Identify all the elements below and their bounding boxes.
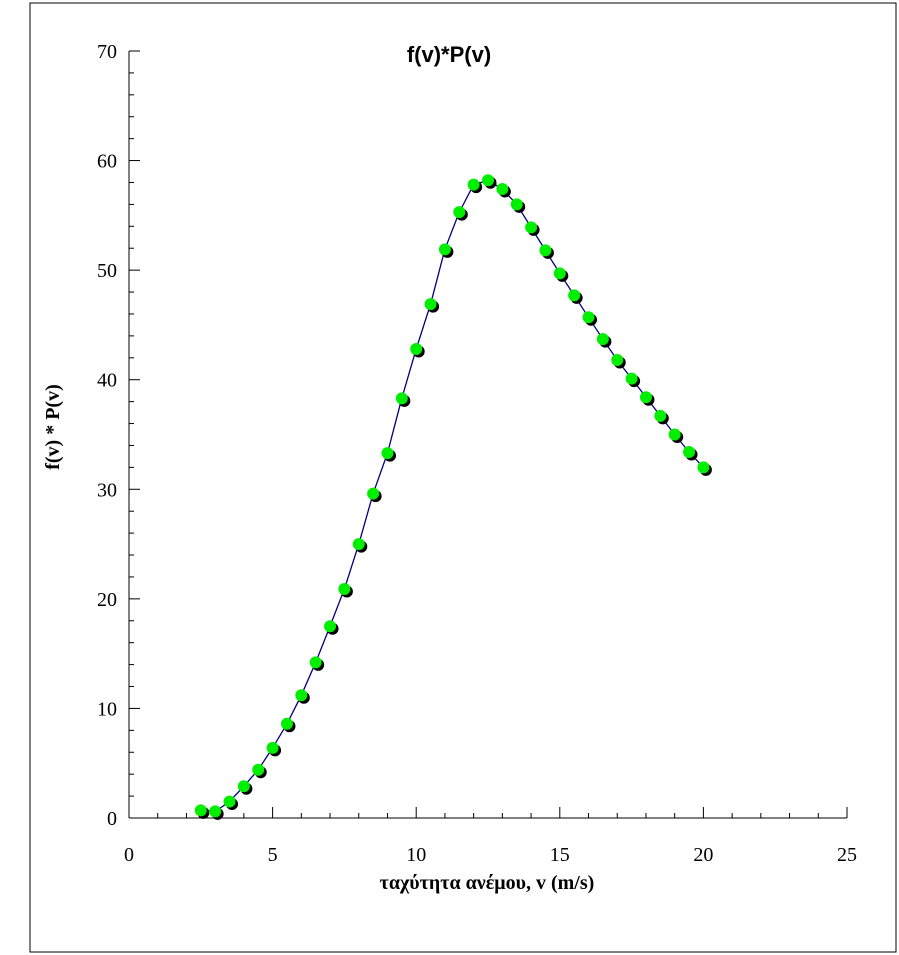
data-point-marker	[424, 298, 437, 311]
data-markers	[194, 174, 712, 820]
data-point-marker	[668, 428, 681, 441]
data-point-marker	[525, 221, 538, 234]
data-point	[266, 741, 282, 757]
y-axis-title: f(v) * P(v)	[42, 384, 64, 470]
data-point	[582, 311, 598, 326]
data-point-marker	[395, 392, 408, 405]
data-point-marker	[568, 289, 581, 302]
data-point	[683, 446, 698, 461]
data-point	[381, 447, 396, 462]
data-point	[223, 795, 239, 811]
data-point	[194, 804, 210, 819]
data-point-marker	[280, 717, 293, 730]
data-point	[252, 763, 267, 779]
x-axis-title: ταχύτητα ανέμου, v (m/s)	[380, 872, 595, 894]
y-tick-label: 60	[97, 151, 117, 173]
data-point-marker	[453, 206, 466, 219]
data-point-marker	[209, 805, 222, 818]
y-tick-label: 0	[107, 808, 117, 830]
data-point-marker	[496, 183, 509, 196]
data-point-marker	[352, 538, 365, 551]
x-tick-label: 10	[406, 844, 426, 866]
data-point	[367, 487, 382, 503]
data-point-marker	[611, 353, 624, 366]
data-point-marker	[324, 620, 337, 633]
data-point	[553, 267, 569, 282]
data-point	[467, 178, 483, 194]
data-point	[525, 221, 540, 236]
data-point-marker	[482, 174, 494, 187]
data-point	[453, 206, 468, 221]
data-point	[324, 620, 339, 635]
y-tick-label: 30	[97, 479, 117, 501]
data-point-marker	[539, 244, 552, 257]
x-tick-label: 15	[550, 844, 570, 866]
data-point-marker	[467, 178, 480, 191]
data-point-marker	[338, 582, 351, 595]
data-point-marker	[639, 391, 652, 404]
data-point-marker	[510, 198, 523, 211]
x-tick-label: 20	[693, 844, 713, 866]
x-tick-label: 5	[268, 844, 278, 866]
data-point	[309, 656, 325, 671]
data-point-marker	[438, 243, 451, 256]
data-point-marker	[654, 409, 667, 422]
data-point-marker	[553, 267, 566, 280]
data-point-marker	[194, 804, 207, 817]
data-point	[654, 409, 669, 425]
data-point-marker	[683, 446, 696, 459]
data-point-marker	[582, 311, 595, 324]
data-point	[611, 353, 626, 369]
data-point	[438, 243, 454, 258]
data-point	[668, 428, 684, 443]
data-point-marker	[252, 763, 265, 776]
x-tick-label: 25	[837, 844, 857, 866]
data-point	[510, 198, 526, 213]
data-point-marker	[309, 656, 322, 669]
data-point	[539, 244, 554, 259]
data-point-marker	[697, 461, 710, 474]
data-point	[237, 780, 253, 795]
data-point	[482, 174, 497, 189]
y-tick-label: 20	[97, 589, 117, 611]
data-point	[596, 333, 612, 348]
data-point	[295, 689, 310, 704]
data-point	[352, 538, 368, 553]
chart-border	[29, 2, 897, 953]
data-point-marker	[266, 741, 279, 754]
data-point-marker	[237, 780, 250, 793]
y-tick-label: 40	[97, 370, 117, 392]
data-point	[410, 343, 425, 358]
y-tick-label: 10	[97, 698, 117, 720]
data-point	[338, 582, 353, 598]
data-point	[639, 391, 655, 406]
data-point	[697, 461, 712, 476]
data-point-marker	[410, 343, 423, 356]
data-point-marker	[596, 333, 609, 346]
data-point	[280, 717, 296, 733]
data-point	[496, 183, 511, 198]
data-point	[625, 372, 641, 388]
data-point	[568, 289, 583, 304]
data-point	[209, 805, 224, 820]
data-point-marker	[223, 795, 236, 808]
tick-labels: 0 5 10 15 20 25 0 10 20 30 40 50 60 70	[97, 41, 857, 866]
x-tick-label: 0	[124, 844, 134, 866]
data-point	[424, 298, 440, 313]
data-point-marker	[367, 487, 380, 500]
y-tick-label: 70	[97, 41, 117, 63]
data-point-marker	[381, 447, 394, 460]
data-point	[395, 392, 411, 407]
data-point-marker	[625, 372, 638, 385]
axes	[128, 51, 847, 819]
data-point-marker	[295, 689, 308, 702]
y-tick-label: 50	[97, 260, 117, 282]
chart-title: f(v)*P(v)	[407, 42, 491, 67]
